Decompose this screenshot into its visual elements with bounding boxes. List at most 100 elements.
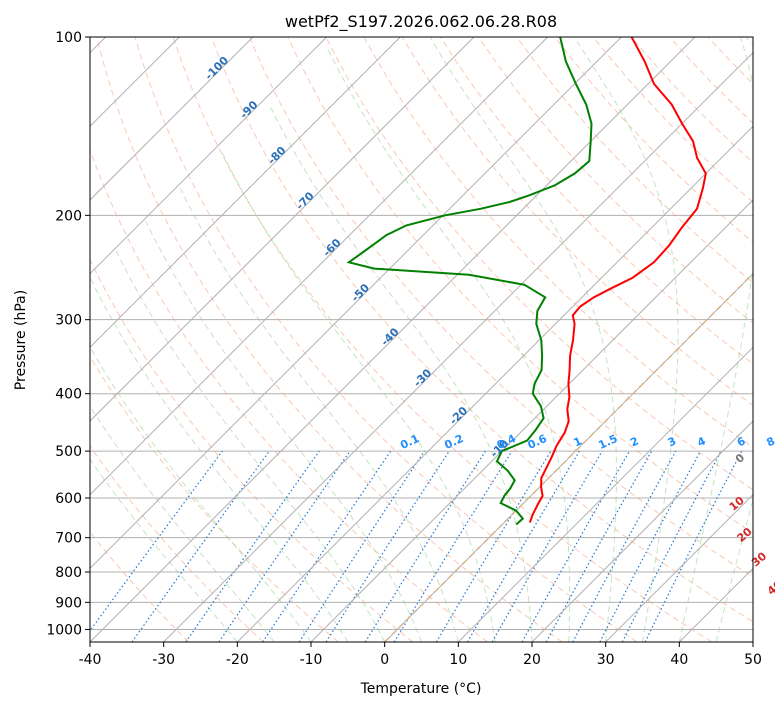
- mixing-ratio-line: [644, 450, 743, 642]
- isotherm-label: -70: [293, 189, 316, 212]
- y-tick-label: 200: [55, 208, 82, 224]
- dry-adiabat-line: [90, 258, 414, 642]
- dry-adiabat-line: [210, 37, 753, 623]
- dewpoint-profile-line: [346, 37, 593, 526]
- mixing-ratio-line: [325, 450, 450, 642]
- x-tick-label: 0: [380, 652, 389, 668]
- isotherm-line: [531, 420, 753, 642]
- moist-adiabat-line: [90, 277, 349, 642]
- mixing-ratio-line: [599, 450, 702, 642]
- y-tick-label: 600: [55, 491, 82, 507]
- mixing-ratio-line: [572, 450, 677, 642]
- dry-adiabat-line: [172, 37, 712, 642]
- x-tick-label: -20: [226, 652, 249, 668]
- mixing-ratio-line: [262, 450, 392, 642]
- isotherm-line: [90, 37, 328, 275]
- mixing-ratio-line: [393, 450, 513, 642]
- moist-adiabat-line: [90, 346, 312, 642]
- mixing-ratio-label: 0.6: [526, 432, 549, 452]
- isotherm-label: -90: [237, 98, 260, 121]
- isotherm-label: -50: [349, 281, 372, 304]
- mixing-ratio-label: 3: [666, 434, 678, 449]
- mixing-ratio-label: 1: [572, 434, 584, 449]
- moist-adiabat-line: [145, 221, 422, 642]
- y-tick-label: 300: [55, 313, 82, 329]
- isotherm-label: -80: [265, 144, 288, 167]
- chart-title: wetPf2_S197.2026.062.06.28.R08: [285, 12, 557, 32]
- isotherm-line: [90, 37, 475, 422]
- x-tick-label: 40: [670, 652, 688, 668]
- dry-adiabat-line: [249, 37, 753, 578]
- plot-frame: [89, 36, 754, 643]
- dry-adiabat-line: [90, 355, 339, 642]
- moist-adiabat-line: [115, 251, 386, 642]
- dry-adiabat-line: [96, 37, 563, 642]
- dry-adiabat-line: [90, 445, 264, 642]
- moist-adiabat-label: 10: [727, 494, 747, 514]
- x-tick-label: -10: [300, 652, 323, 668]
- isotherm-label: -100: [202, 54, 231, 83]
- mixing-ratio-line: [90, 450, 223, 632]
- y-tick-label: 500: [55, 444, 82, 460]
- dry-adiabat-line: [516, 37, 753, 284]
- x-tick-label: 30: [597, 652, 615, 668]
- moist-adiabat-line: [678, 37, 753, 642]
- moist-adiabat-label: 40: [765, 578, 775, 598]
- dry-adiabat-line: [134, 37, 638, 642]
- y-tick-label: 400: [55, 387, 82, 403]
- y-tick-label: 1000: [46, 622, 82, 638]
- x-tick-label: -30: [152, 652, 175, 668]
- isotherm-label: -60: [320, 236, 343, 259]
- dry-adiabat-line: [439, 37, 753, 365]
- y-tick-label: 800: [55, 565, 82, 581]
- x-tick-label: 20: [523, 652, 541, 668]
- moist-adiabat-line: [90, 405, 275, 642]
- isotherm-line: [457, 346, 753, 642]
- dry-adiabat-line: [478, 37, 753, 324]
- y-tick-label: 700: [55, 531, 82, 547]
- freezing-isotherm-line: [384, 272, 753, 642]
- isotherm-line: [90, 37, 401, 349]
- dry-adiabat-line: [287, 37, 753, 534]
- moist-adiabat-label: 30: [749, 549, 769, 569]
- mixing-ratio-line: [435, 450, 552, 642]
- isotherm-label: -20: [447, 404, 470, 427]
- moist-adiabat-line: [327, 49, 571, 642]
- isotherm-line: [236, 125, 753, 642]
- mixing-ratio-line: [218, 450, 351, 642]
- isotherm-line: [90, 37, 254, 201]
- dry-adiabat-line: [325, 37, 753, 491]
- mixing-ratio-label: 0.2: [442, 432, 465, 452]
- isotherm-line: [163, 51, 753, 642]
- temperature-profile-line: [528, 37, 707, 523]
- x-tick-label: 50: [744, 652, 762, 668]
- dry-adiabat-line: [90, 148, 488, 642]
- moist-adiabat-line: [268, 104, 533, 642]
- moist-adiabat-line: [179, 187, 459, 642]
- mixing-ratio-line: [185, 450, 320, 642]
- x-axis-label: Temperature (°C): [360, 681, 482, 697]
- x-tick-label: -40: [79, 652, 102, 668]
- mixing-ratio-label: 2: [628, 434, 640, 449]
- isotherm-label: -40: [378, 325, 401, 348]
- x-tick-label: 10: [449, 652, 467, 668]
- mixing-ratio-line: [298, 450, 425, 642]
- y-tick-label: 900: [55, 595, 82, 611]
- moist-adiabat-line: [90, 458, 238, 642]
- y-axis-label: Pressure (hPa): [13, 290, 29, 390]
- isotherm-line: [90, 37, 549, 496]
- dry-adiabat-line: [554, 37, 753, 243]
- mixing-ratio-label: 8: [765, 434, 775, 449]
- mixing-ratio-label: 0.1: [398, 432, 421, 452]
- moist-adiabat-line: [573, 37, 679, 642]
- isotherm-line: [605, 493, 753, 642]
- y-tick-label: 100: [55, 30, 82, 46]
- dry-adiabat-line: [707, 37, 753, 85]
- moist-adiabat-line: [220, 149, 496, 642]
- moist-adiabat-label: 0: [733, 451, 747, 466]
- isotherm-line: [752, 641, 753, 642]
- isotherm-line: [310, 199, 753, 642]
- mixing-ratio-line: [521, 450, 631, 642]
- mixing-ratio-line: [545, 450, 653, 642]
